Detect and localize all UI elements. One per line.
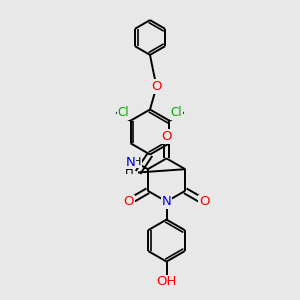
Text: O: O [124,195,134,208]
Text: O: O [199,195,209,208]
Text: H: H [125,164,134,178]
Text: O: O [152,80,162,93]
Text: O: O [161,130,172,143]
Text: Cl: Cl [118,106,129,119]
Text: N: N [162,195,171,208]
Text: Cl: Cl [171,106,182,119]
Text: H: H [133,157,141,167]
Text: OH: OH [156,275,177,288]
Text: N: N [126,155,135,169]
